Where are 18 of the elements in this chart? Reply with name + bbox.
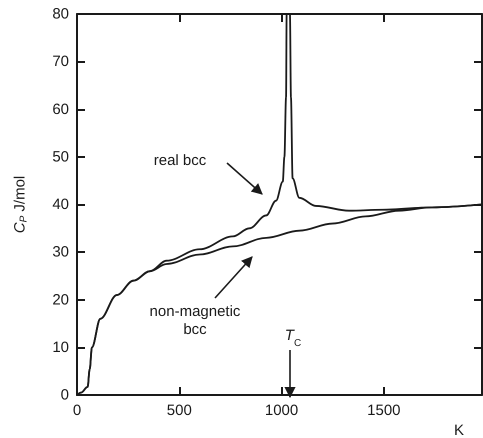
y-tick-label: 10 — [52, 338, 69, 356]
x-axis-title: K — [454, 422, 464, 438]
annotation: non-magnetic bcc — [150, 303, 241, 338]
annotation: real bcc — [154, 152, 207, 169]
y-tick-label: 50 — [52, 148, 69, 166]
y-tick-label: 40 — [52, 196, 69, 213]
y-tick-label: 60 — [52, 100, 69, 118]
x-tick-label: 1500 — [367, 402, 401, 419]
y-tick-label: 80 — [52, 6, 69, 22]
annotation: T$_{C}$ — [284, 327, 302, 348]
x-tick-label: 1000 — [264, 402, 298, 419]
y-tick-label: 30 — [52, 244, 69, 261]
y-tick-label: 20 — [52, 291, 69, 308]
y-axis-title: CP J/mol — [12, 176, 30, 234]
x-tick-label: 500 — [166, 402, 192, 419]
y-tick-label: 0 — [60, 386, 69, 404]
y-tick-label: 70 — [52, 53, 69, 70]
x-tick-label: 0 — [72, 402, 82, 419]
